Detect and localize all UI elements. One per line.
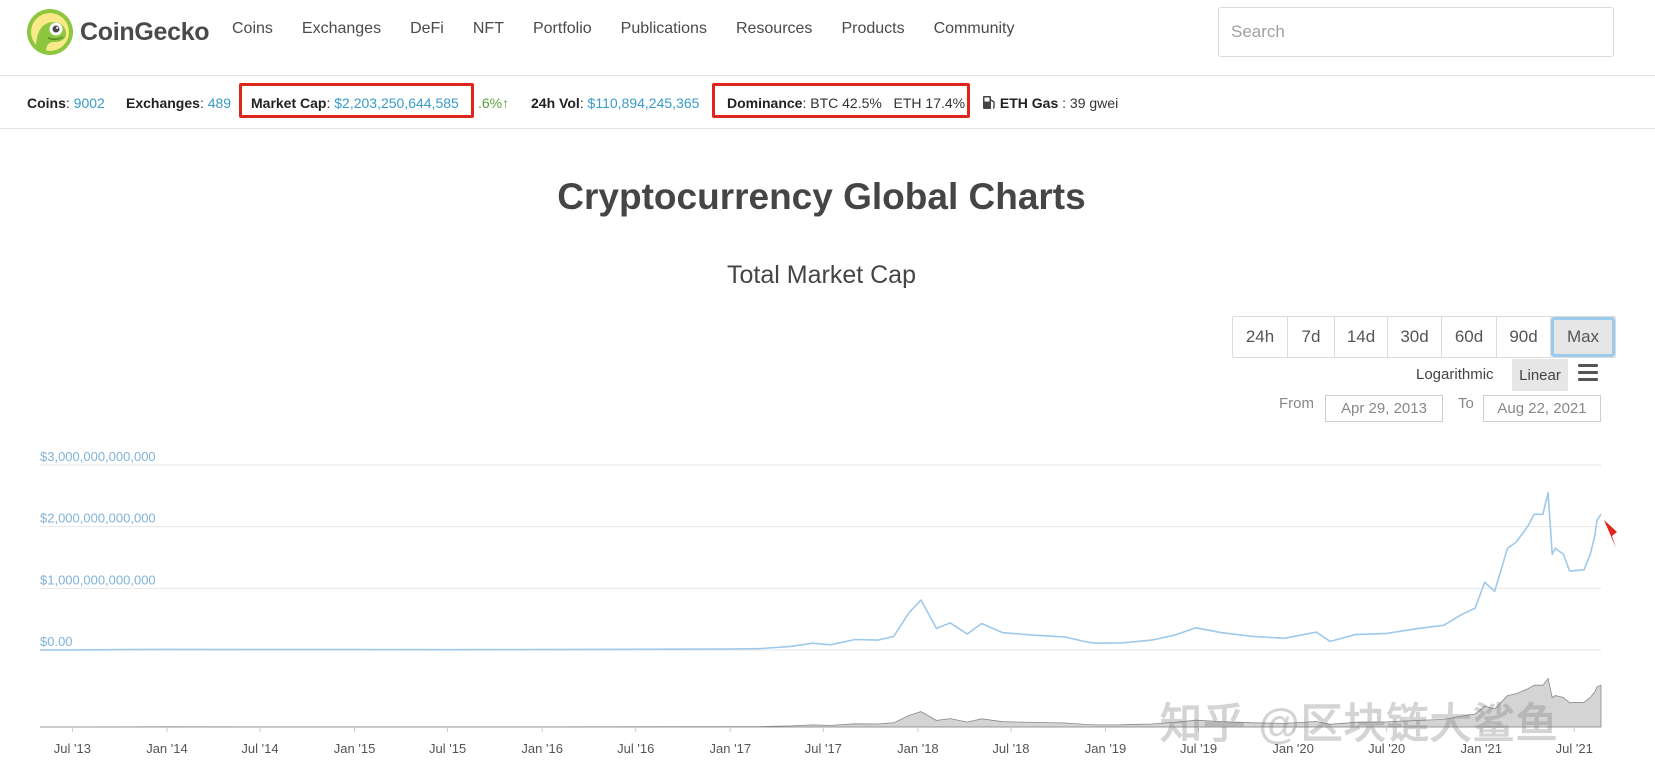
gas-pump-icon (983, 96, 995, 109)
x-tick-label: Jul '21 (1556, 741, 1593, 756)
x-tick-label: Jan '15 (334, 741, 376, 756)
x-tick-label: Jul '19 (1180, 741, 1217, 756)
x-tick-label: Jul '15 (429, 741, 466, 756)
stat-24h-vol-label: 24h Vol (531, 95, 580, 111)
stat-market-cap-change-value: .6% (478, 95, 503, 111)
range-30d-button[interactable]: 30d (1388, 317, 1442, 357)
stat-eth-gas[interactable]: ETH Gas : 39 gwei (982, 95, 1118, 111)
search-input[interactable] (1218, 7, 1614, 57)
nav-portfolio[interactable]: Portfolio (532, 20, 592, 37)
brand-name: CoinGecko (80, 17, 210, 46)
x-tick-label: Jul '18 (992, 741, 1029, 756)
stat-eth-gas-value: 39 gwei (1069, 95, 1119, 111)
x-tick-label: Jan '21 (1460, 741, 1502, 756)
stat-market-cap-label: Market Cap (251, 95, 327, 111)
main-nav: Coins Exchanges DeFi NFT Portfolio Publi… (232, 20, 1043, 38)
stat-market-cap: Market Cap: $2,203,250,644,585 (251, 95, 459, 111)
red-arrow-icon (1604, 520, 1617, 548)
stat-dominance-eth: ETH 17.4% (893, 95, 966, 111)
y-tick-label: $2,000,000,000,000 (40, 511, 156, 526)
x-tick-label: Jan '17 (710, 741, 752, 756)
nav-nft[interactable]: NFT (472, 20, 504, 37)
x-tick-label: Jul '17 (805, 741, 842, 756)
range-60d-button[interactable]: 60d (1442, 317, 1497, 357)
range-max-button[interactable]: Max (1551, 317, 1615, 357)
stat-dominance-label: Dominance (727, 95, 803, 111)
dominance-highlight-box (712, 83, 970, 118)
stat-24h-vol: 24h Vol: $110,894,245,365 (531, 95, 700, 111)
gecko-logo-icon (27, 9, 73, 55)
stat-coins: Coins: 9002 (27, 95, 105, 111)
to-date-input[interactable]: Aug 22, 2021 (1483, 395, 1601, 422)
navigator-series[interactable] (40, 677, 1602, 728)
arrow-up-icon: ↑ (502, 95, 510, 111)
stat-exchanges: Exchanges: 489 (126, 95, 232, 111)
market-cap-line (40, 492, 1602, 651)
stat-market-cap-change: .6%↑ (478, 95, 509, 111)
y-tick-label: $3,000,000,000,000 (40, 449, 156, 464)
x-tick-label: Jan '20 (1272, 741, 1314, 756)
top-navbar: CoinGecko Coins Exchanges DeFi NFT Portf… (0, 0, 1655, 76)
stat-24h-vol-value: $110,894,245,365 (587, 95, 700, 111)
range-24h-button[interactable]: 24h (1233, 317, 1288, 357)
nav-community[interactable]: Community (933, 20, 1015, 37)
y-tick-label: $1,000,000,000,000 (40, 572, 156, 587)
brand-logo[interactable]: CoinGecko (26, 8, 210, 56)
range-14d-button[interactable]: 14d (1335, 317, 1388, 357)
x-tick-label: Jul '16 (617, 741, 654, 756)
scale-logarithmic-button[interactable]: Logarithmic (1416, 366, 1494, 383)
chart-menu-icon[interactable] (1578, 364, 1598, 385)
nav-defi[interactable]: DeFi (410, 20, 444, 37)
page-title: Cryptocurrency Global Charts (557, 176, 1086, 217)
from-date-input[interactable]: Apr 29, 2013 (1325, 395, 1443, 422)
nav-coins[interactable]: Coins (232, 20, 273, 37)
stat-market-cap-value: $2,203,250,644,585 (334, 95, 459, 111)
stat-dominance: Dominance: BTC 42.5% ETH 17.4% (727, 95, 966, 111)
range-selector: 24h 7d 14d 30d 60d 90d Max (1232, 316, 1616, 358)
stat-exchanges-value[interactable]: 489 (207, 95, 232, 111)
chart-title: Total Market Cap (727, 261, 916, 289)
nav-products[interactable]: Products (841, 20, 905, 37)
to-label: To (1458, 395, 1474, 412)
market-cap-highlight-box (239, 83, 474, 118)
stat-eth-gas-label: ETH Gas (999, 95, 1059, 111)
x-tick-label: Jul '13 (54, 741, 91, 756)
stat-dominance-btc: BTC 42.5% (810, 95, 882, 111)
from-label: From (1279, 395, 1314, 412)
x-tick-label: Jan '19 (1085, 741, 1127, 756)
watermark: 知乎 @区块链大鲨鱼 (1160, 700, 1559, 747)
market-cap-chart[interactable]: $3,000,000,000,000 $2,000,000,000,000 $1,0… (0, 440, 1655, 783)
nav-publications[interactable]: Publications (620, 20, 707, 37)
x-tick-label: Jan '18 (897, 741, 939, 756)
range-90d-button[interactable]: 90d (1497, 317, 1551, 357)
stat-coins-label: Coins (27, 95, 66, 111)
x-tick-label: Jul '20 (1368, 741, 1405, 756)
nav-resources[interactable]: Resources (735, 20, 813, 37)
y-tick-label: $0.00 (40, 634, 73, 649)
stat-exchanges-label: Exchanges (126, 95, 200, 111)
global-stats-bar: Coins: 9002 Exchanges: 489 Market Cap: $… (0, 77, 1655, 129)
x-tick-label: Jan '16 (521, 741, 563, 756)
x-tick-label: Jul '14 (241, 741, 278, 756)
x-tick-label: Jan '14 (146, 741, 188, 756)
stat-coins-value[interactable]: 9002 (73, 95, 105, 111)
nav-exchanges[interactable]: Exchanges (301, 20, 382, 37)
range-7d-button[interactable]: 7d (1288, 317, 1335, 357)
scale-linear-button[interactable]: Linear (1512, 359, 1568, 391)
